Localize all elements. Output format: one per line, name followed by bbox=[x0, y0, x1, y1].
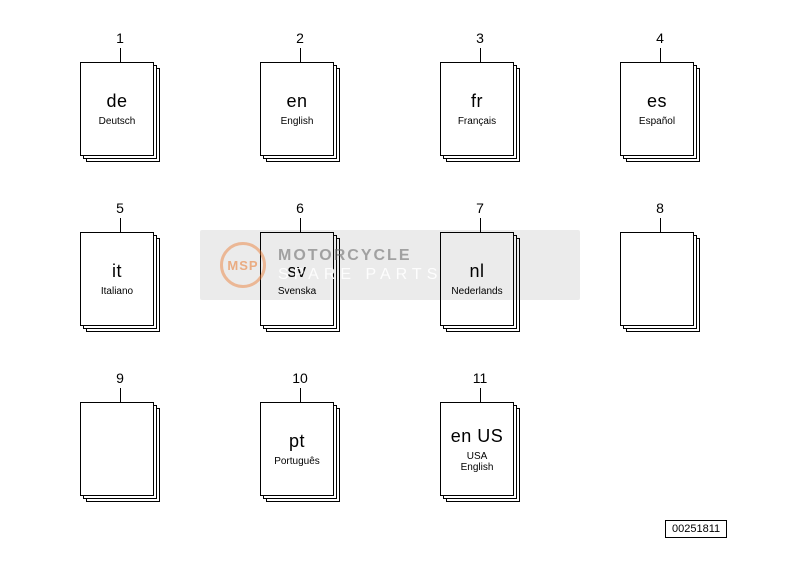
book-number: 7 bbox=[420, 200, 540, 216]
book-icon bbox=[620, 232, 700, 332]
lang-name: Português bbox=[274, 456, 320, 467]
book-cell: 7 nl Nederlands bbox=[420, 200, 540, 332]
lang-code: en bbox=[286, 91, 307, 112]
leader-line bbox=[300, 48, 301, 62]
book-content: sv Svenska bbox=[260, 232, 334, 326]
lang-code: sv bbox=[288, 261, 307, 282]
book-content: de Deutsch bbox=[80, 62, 154, 156]
leader-line bbox=[120, 218, 121, 232]
lang-name: Svenska bbox=[278, 286, 316, 297]
book-content: en English bbox=[260, 62, 334, 156]
book-cell: 1 de Deutsch bbox=[60, 30, 180, 162]
leader-line bbox=[120, 388, 121, 402]
book-number: 8 bbox=[600, 200, 720, 216]
book-number: 5 bbox=[60, 200, 180, 216]
leader-line bbox=[300, 388, 301, 402]
leader-line bbox=[480, 218, 481, 232]
book-cell: 10 pt Português bbox=[240, 370, 360, 502]
book-icon: en US USA English bbox=[440, 402, 520, 502]
book-icon: en English bbox=[260, 62, 340, 162]
part-number-text: 00251811 bbox=[672, 523, 720, 535]
book-number: 6 bbox=[240, 200, 360, 216]
leader-line bbox=[300, 218, 301, 232]
book-number: 4 bbox=[600, 30, 720, 46]
lang-code: de bbox=[106, 91, 127, 112]
book-cell: 5 it Italiano bbox=[60, 200, 180, 332]
lang-code: es bbox=[647, 91, 667, 112]
book-number: 3 bbox=[420, 30, 540, 46]
book-content: pt Português bbox=[260, 402, 334, 496]
book-icon: de Deutsch bbox=[80, 62, 160, 162]
book-cell: 8 bbox=[600, 200, 720, 332]
book-icon: pt Português bbox=[260, 402, 340, 502]
leader-line bbox=[480, 388, 481, 402]
book-cell: 9 bbox=[60, 370, 180, 502]
book-number: 10 bbox=[240, 370, 360, 386]
lang-name: Nederlands bbox=[451, 286, 502, 297]
book-icon: it Italiano bbox=[80, 232, 160, 332]
lang-name: Deutsch bbox=[99, 116, 136, 127]
lang-name: Français bbox=[458, 116, 496, 127]
leader-line bbox=[120, 48, 121, 62]
leader-line bbox=[480, 48, 481, 62]
lang-code: it bbox=[112, 261, 122, 282]
leader-line bbox=[660, 218, 661, 232]
diagram-stage: MSP MOTORCYCLE SPARE PARTS 00251811 1deD… bbox=[0, 0, 800, 565]
book-icon bbox=[80, 402, 160, 502]
leader-line bbox=[660, 48, 661, 62]
book-content: en US USA English bbox=[440, 402, 514, 496]
book-content: nl Nederlands bbox=[440, 232, 514, 326]
book-cell: 4 es Español bbox=[600, 30, 720, 162]
book-icon: nl Nederlands bbox=[440, 232, 520, 332]
lang-code: fr bbox=[471, 91, 483, 112]
book-number: 1 bbox=[60, 30, 180, 46]
book-content: fr Français bbox=[440, 62, 514, 156]
book-icon: es Español bbox=[620, 62, 700, 162]
lang-code: nl bbox=[469, 261, 484, 282]
book-content: es Español bbox=[620, 62, 694, 156]
book-content bbox=[80, 402, 154, 496]
lang-code: pt bbox=[289, 431, 305, 452]
book-cell: 6 sv Svenska bbox=[240, 200, 360, 332]
lang-name: Italiano bbox=[101, 286, 133, 297]
book-icon: sv Svenska bbox=[260, 232, 340, 332]
lang-name: Español bbox=[639, 116, 675, 127]
book-content bbox=[620, 232, 694, 326]
book-icon: fr Français bbox=[440, 62, 520, 162]
book-cell: 11 en US USA English bbox=[420, 370, 540, 502]
lang-code: en US bbox=[451, 426, 504, 447]
book-number: 11 bbox=[420, 370, 540, 386]
book-number: 9 bbox=[60, 370, 180, 386]
book-cell: 2 en English bbox=[240, 30, 360, 162]
book-number: 2 bbox=[240, 30, 360, 46]
part-number-box: 00251811 bbox=[665, 520, 727, 538]
lang-name: English bbox=[281, 116, 314, 127]
lang-name: USA English bbox=[461, 451, 494, 473]
book-content: it Italiano bbox=[80, 232, 154, 326]
book-cell: 3 fr Français bbox=[420, 30, 540, 162]
